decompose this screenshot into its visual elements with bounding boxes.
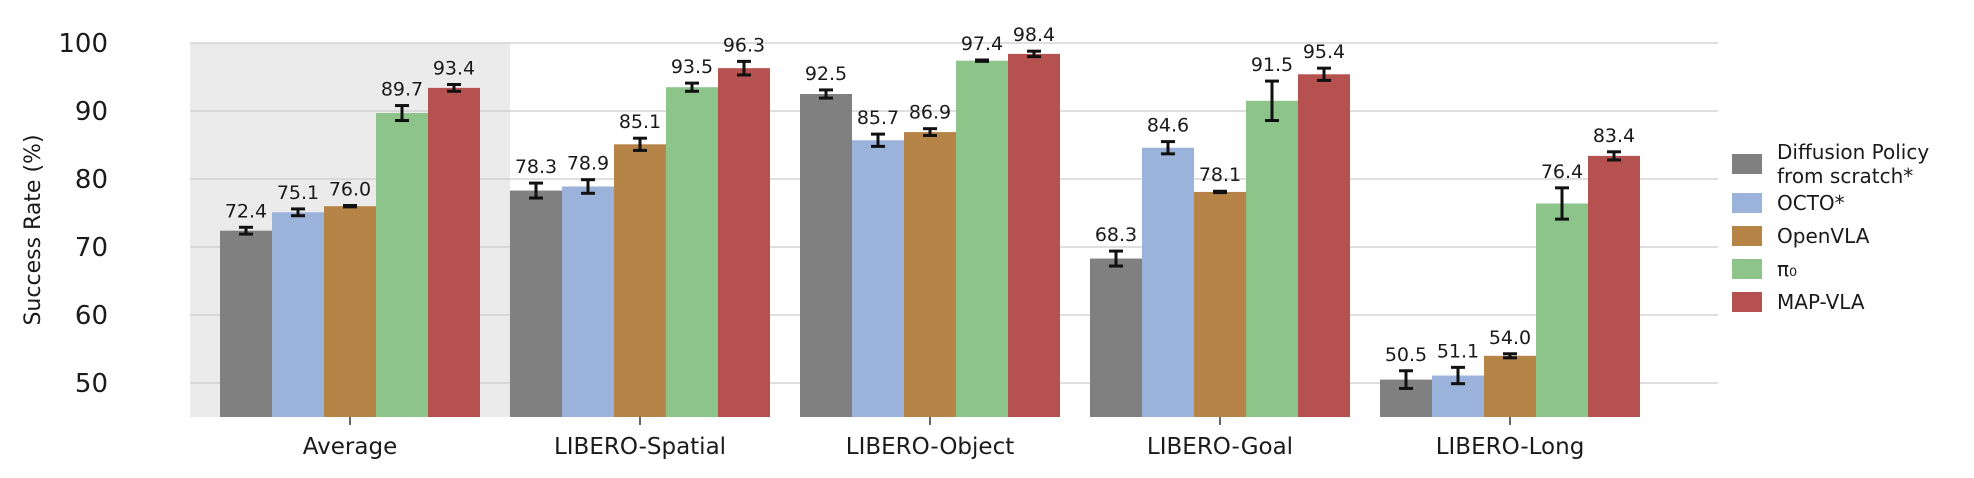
bar <box>1536 203 1588 417</box>
legend-swatch <box>1732 259 1762 279</box>
data-label: 84.6 <box>1147 115 1189 137</box>
x-tick-label: LIBERO-Object <box>846 434 1014 460</box>
data-label: 75.1 <box>277 182 319 204</box>
data-label: 98.4 <box>1013 24 1055 46</box>
legend-label: Diffusion Policy from scratch* <box>1777 140 1929 188</box>
x-tick-label: Average <box>303 434 397 460</box>
x-tick-label: LIBERO-Spatial <box>554 434 726 460</box>
data-label: 89.7 <box>381 79 423 101</box>
data-label: 76.0 <box>329 179 371 201</box>
bar <box>1194 191 1246 417</box>
y-tick-label: 100 <box>58 29 108 59</box>
data-label: 83.4 <box>1593 125 1635 147</box>
bar <box>1484 355 1536 417</box>
data-label: 78.3 <box>515 156 557 178</box>
bar <box>272 212 324 417</box>
bar <box>1246 100 1298 418</box>
bar <box>852 140 904 418</box>
data-label: 76.4 <box>1541 161 1583 183</box>
data-label: 92.5 <box>805 63 847 85</box>
data-label: 93.5 <box>671 56 713 78</box>
value-labels-layer: 72.4 78.3 92.5 68.3 50.5 75.1 78.9 85.7 84.6 51.1… <box>225 24 1635 366</box>
bar <box>956 60 1008 418</box>
legend-label: π₀ <box>1777 257 1797 281</box>
bar <box>904 132 956 417</box>
bar <box>718 68 770 417</box>
bar <box>324 206 376 417</box>
legend-swatch <box>1732 154 1762 174</box>
data-label: 91.5 <box>1251 54 1293 76</box>
data-label: 78.9 <box>567 153 609 175</box>
data-label: 85.7 <box>857 107 899 129</box>
bar <box>562 186 614 417</box>
x-tick-label: LIBERO-Goal <box>1147 434 1293 460</box>
bar <box>1090 258 1142 417</box>
data-label: 95.4 <box>1303 41 1345 63</box>
bar <box>510 190 562 417</box>
bar <box>1142 147 1194 417</box>
bar <box>428 87 480 417</box>
bars-layer <box>220 53 1640 418</box>
y-tick-label: 60 <box>75 301 108 331</box>
legend-swatch <box>1732 292 1762 312</box>
data-label: 97.4 <box>961 33 1003 55</box>
bar <box>220 230 272 417</box>
data-label: 86.9 <box>909 102 951 124</box>
legend-swatch <box>1732 226 1762 246</box>
data-label: 96.3 <box>723 34 765 56</box>
y-tick-label: 90 <box>75 97 108 127</box>
legend-label: OpenVLA <box>1777 224 1870 248</box>
legend-label: MAP-VLA <box>1777 290 1865 314</box>
bar <box>1588 155 1640 417</box>
legend-label: OCTO* <box>1777 191 1845 215</box>
y-tick-label: 70 <box>75 233 108 263</box>
axes-layer: 50 60 70 80 90 100 Average LIBERO-Spatial LIBERO… <box>58 29 1584 460</box>
y-tick-label: 50 <box>75 369 108 399</box>
data-label: 85.1 <box>619 111 661 133</box>
legend: Diffusion Policy from scratch* OCTO* OpenVL… <box>1732 140 1929 314</box>
bar <box>800 94 852 417</box>
data-label: 68.3 <box>1095 224 1137 246</box>
bar <box>1298 74 1350 417</box>
bar <box>1008 53 1060 417</box>
data-label: 51.1 <box>1437 340 1479 362</box>
legend-swatch <box>1732 193 1762 213</box>
y-tick-label: 80 <box>75 165 108 195</box>
bar <box>376 113 428 417</box>
bar <box>666 87 718 417</box>
data-label: 54.0 <box>1489 327 1531 349</box>
y-axis-title: Success Rate (%) <box>21 134 46 325</box>
error-bars-layer <box>239 49 1621 390</box>
x-tick-label: LIBERO-Long <box>1436 434 1585 460</box>
bar <box>614 144 666 417</box>
data-label: 78.1 <box>1199 164 1241 186</box>
data-label: 72.4 <box>225 200 267 222</box>
data-label: 93.4 <box>433 57 475 79</box>
data-label: 50.5 <box>1385 344 1427 366</box>
